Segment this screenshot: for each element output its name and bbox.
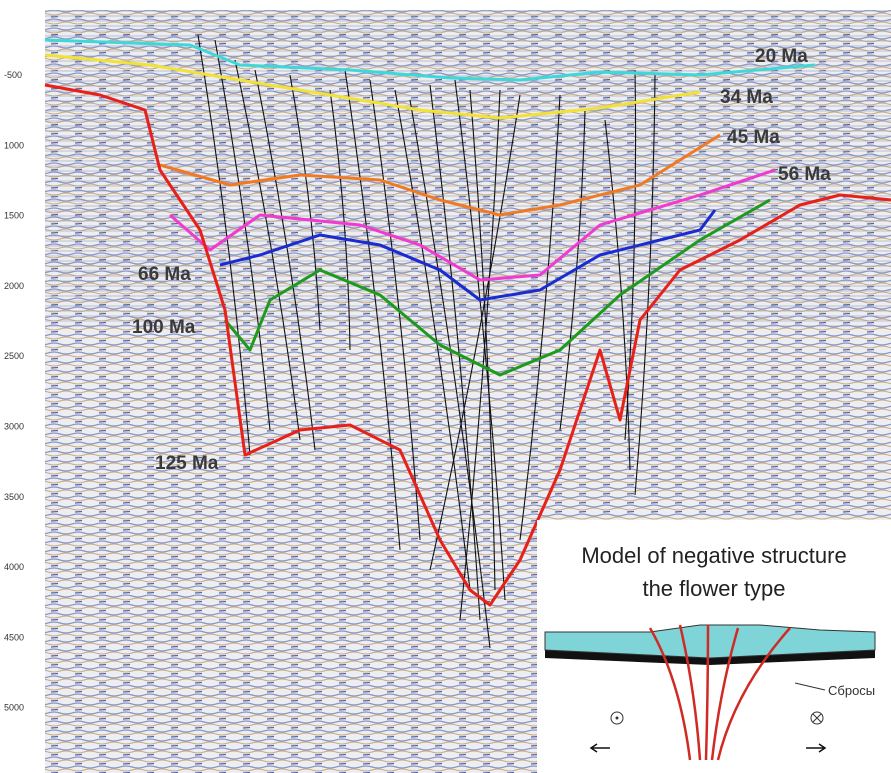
depth-label: 1500 xyxy=(4,211,24,221)
depth-label: 5000 xyxy=(4,703,24,713)
depth-label: -500 xyxy=(4,70,22,80)
seismic-figure: -500 1000 1500 2000 2500 3000 3500 4000 4500 5000… xyxy=(0,0,891,773)
depth-label: 4500 xyxy=(4,632,24,642)
depth-label: 2000 xyxy=(4,281,24,291)
out-symbol-dot xyxy=(616,717,619,720)
depth-label: 3500 xyxy=(4,492,24,502)
inset-title: Model of negative structure xyxy=(581,543,846,568)
horizon-label: 20 Ma xyxy=(755,46,808,67)
depth-label: 4000 xyxy=(4,562,24,572)
horizon-label: 34 Ma xyxy=(720,87,773,108)
horizon-label: 56 Ma xyxy=(778,164,831,185)
depth-label: 3000 xyxy=(4,422,24,432)
depth-label: 2500 xyxy=(4,351,24,361)
inset-title: the flower type xyxy=(642,576,785,601)
horizon-label: 100 Ma xyxy=(132,317,196,338)
horizon-label: 125 Ma xyxy=(155,453,219,474)
inset: Model of negative structure the flower t… xyxy=(537,520,891,773)
horizon-label: 66 Ma xyxy=(138,264,191,285)
depth-label: 1000 xyxy=(4,140,24,150)
depth-axis: -500 1000 1500 2000 2500 3000 3500 4000 4500 5000 xyxy=(4,70,24,713)
fault-label: Сбросы xyxy=(828,683,875,698)
horizon-label: 45 Ma xyxy=(727,127,780,148)
